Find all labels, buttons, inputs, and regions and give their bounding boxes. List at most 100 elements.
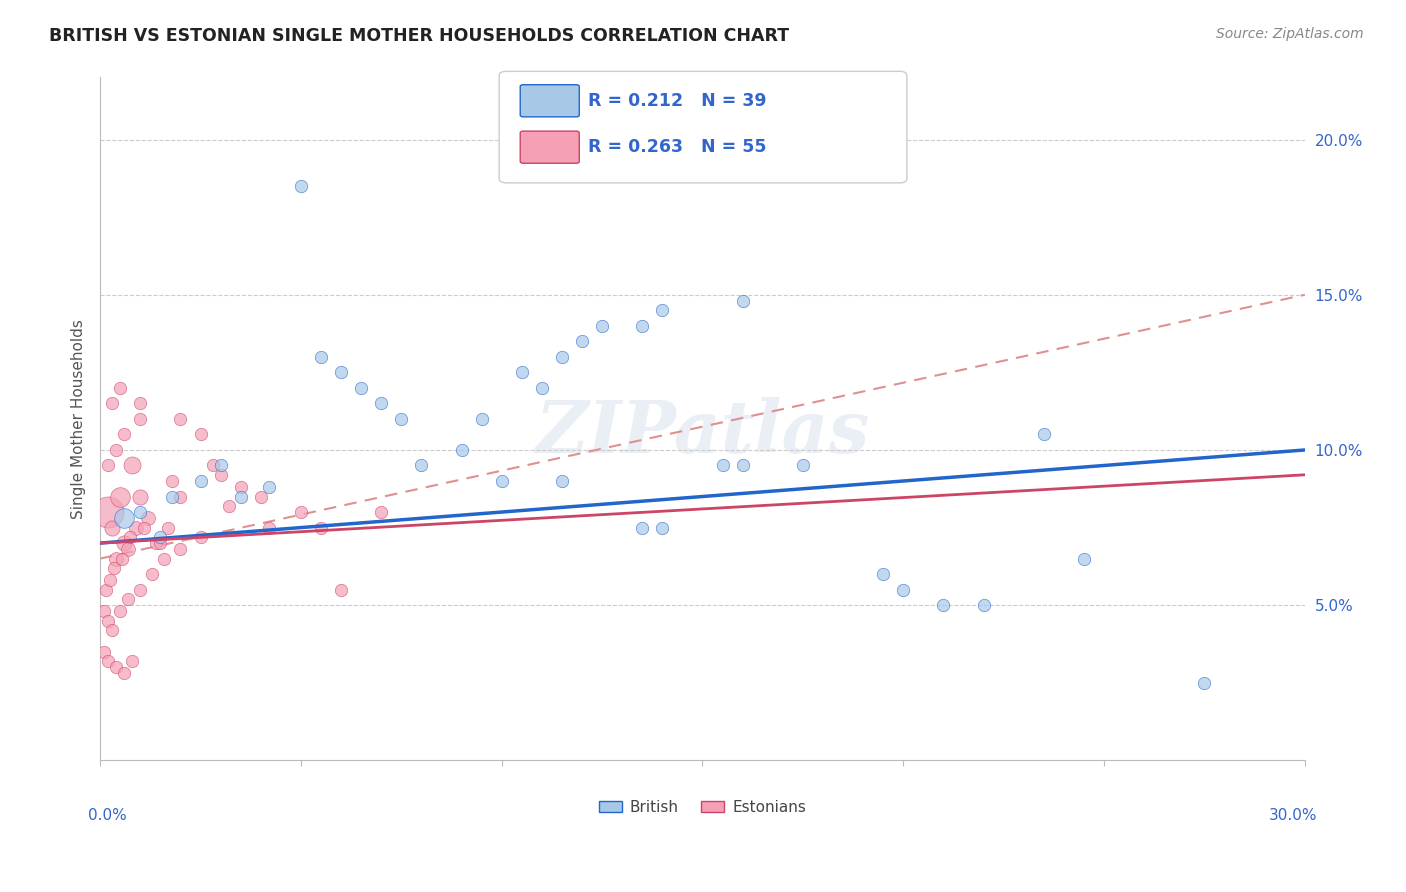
Point	[510, 365, 533, 379]
Text: R = 0.263   N = 55: R = 0.263 N = 55	[588, 138, 766, 156]
Point	[149, 536, 172, 550]
Point	[94, 582, 117, 597]
Point	[891, 582, 914, 597]
Point	[108, 381, 131, 395]
Point	[108, 604, 131, 618]
Point	[153, 551, 176, 566]
Point	[731, 293, 754, 308]
Text: Source: ZipAtlas.com: Source: ZipAtlas.com	[1216, 27, 1364, 41]
Point	[97, 458, 120, 473]
Point	[257, 520, 280, 534]
Point	[1073, 551, 1095, 566]
Point	[103, 561, 125, 575]
Point	[105, 551, 128, 566]
Point	[330, 582, 353, 597]
Point	[218, 499, 240, 513]
Point	[551, 350, 574, 364]
Point	[530, 381, 553, 395]
Point	[249, 490, 271, 504]
Point	[711, 458, 734, 473]
Point	[121, 654, 143, 668]
Point	[229, 480, 252, 494]
Point	[932, 598, 955, 612]
Point	[111, 551, 134, 566]
Point	[651, 520, 673, 534]
Point	[591, 318, 613, 333]
Point	[651, 303, 673, 318]
Point	[121, 458, 143, 473]
Point	[97, 505, 120, 519]
Point	[1032, 427, 1054, 442]
Point	[149, 530, 172, 544]
Point	[973, 598, 995, 612]
Point	[731, 458, 754, 473]
Point	[370, 396, 392, 410]
Point	[129, 582, 152, 597]
Point	[330, 365, 353, 379]
Point	[229, 490, 252, 504]
Point	[350, 381, 373, 395]
Point	[450, 442, 472, 457]
Point	[169, 542, 191, 557]
Point	[125, 520, 148, 534]
Point	[134, 520, 156, 534]
Point	[101, 623, 124, 637]
Point	[129, 490, 152, 504]
Point	[97, 614, 120, 628]
Point	[97, 654, 120, 668]
Point	[129, 412, 152, 426]
Point	[209, 458, 232, 473]
Point	[117, 542, 139, 557]
Point	[101, 396, 124, 410]
Text: 0.0%: 0.0%	[89, 808, 127, 823]
Point	[157, 520, 180, 534]
Point	[112, 536, 135, 550]
Point	[309, 520, 332, 534]
Point	[105, 660, 128, 674]
Point	[792, 458, 814, 473]
Point	[162, 490, 184, 504]
Y-axis label: Single Mother Households: Single Mother Households	[72, 319, 86, 519]
Point	[190, 427, 212, 442]
Point	[257, 480, 280, 494]
Point	[209, 467, 232, 482]
Point	[129, 396, 152, 410]
Point	[112, 511, 135, 525]
Point	[491, 474, 513, 488]
Point	[190, 530, 212, 544]
Point	[129, 505, 152, 519]
Point	[551, 474, 574, 488]
Point	[471, 412, 494, 426]
Point	[309, 350, 332, 364]
Point	[631, 318, 654, 333]
Point	[162, 474, 184, 488]
Text: ZIPatlas: ZIPatlas	[536, 397, 869, 468]
Point	[93, 604, 115, 618]
Point	[190, 474, 212, 488]
Point	[112, 666, 135, 681]
Point	[136, 511, 159, 525]
Text: R = 0.212   N = 39: R = 0.212 N = 39	[588, 92, 766, 110]
Point	[169, 490, 191, 504]
Legend: British, Estonians: British, Estonians	[593, 794, 813, 821]
Text: 30.0%: 30.0%	[1268, 808, 1317, 823]
Point	[120, 530, 142, 544]
Point	[201, 458, 224, 473]
Point	[145, 536, 167, 550]
Point	[141, 567, 163, 582]
Point	[108, 490, 131, 504]
Point	[411, 458, 433, 473]
Point	[290, 505, 312, 519]
Point	[631, 520, 654, 534]
Text: BRITISH VS ESTONIAN SINGLE MOTHER HOUSEHOLDS CORRELATION CHART: BRITISH VS ESTONIAN SINGLE MOTHER HOUSEH…	[49, 27, 789, 45]
Point	[169, 412, 191, 426]
Point	[1194, 675, 1216, 690]
Point	[105, 442, 128, 457]
Point	[571, 334, 593, 349]
Point	[98, 574, 121, 588]
Point	[112, 427, 135, 442]
Point	[872, 567, 894, 582]
Point	[93, 645, 115, 659]
Point	[370, 505, 392, 519]
Point	[117, 591, 139, 606]
